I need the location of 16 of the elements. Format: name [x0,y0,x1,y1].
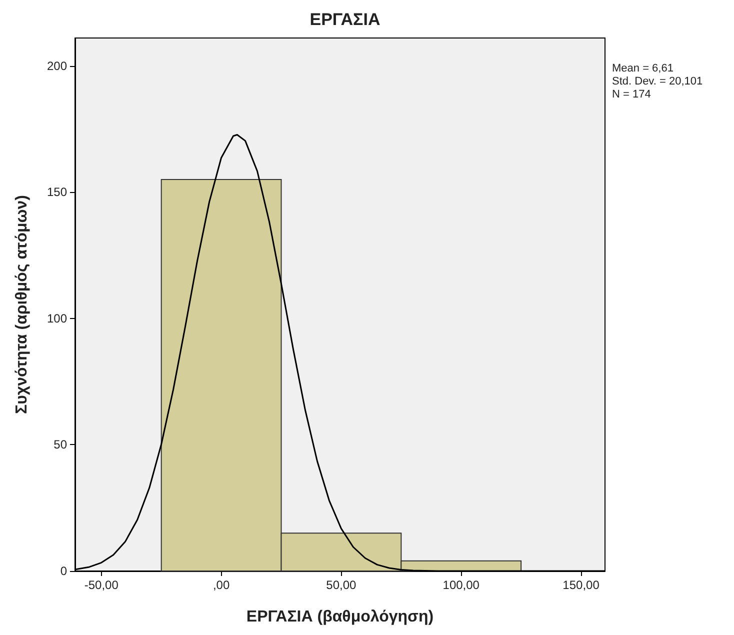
y-tick-label: 50 [54,438,68,452]
x-tick-label: 50,00 [326,578,357,592]
chart-title: ΕΡΓΑΣΙΑ [310,10,380,29]
x-tick-label: 100,00 [442,578,480,592]
x-tick-label: 150,00 [562,578,600,592]
x-axis-title: ΕΡΓΑΣΙΑ (βαθμολόγηση) [246,608,434,626]
text: Std. Dev. = 20,101 [612,76,703,88]
y-tick-label: 200 [46,58,68,73]
x-tick-label: -50,00 [84,578,119,592]
y-tick-label: 150 [46,185,68,200]
text: N = 174 [612,88,651,100]
y-tick-label: 100 [46,311,68,326]
x-tick-label: ,00 [212,578,230,592]
y-axis-title: Συχνότητα (αριθμός ατόμων) [14,194,30,414]
text: Mean = 6,61 [612,62,674,74]
y-tick-label: 0 [60,564,68,578]
